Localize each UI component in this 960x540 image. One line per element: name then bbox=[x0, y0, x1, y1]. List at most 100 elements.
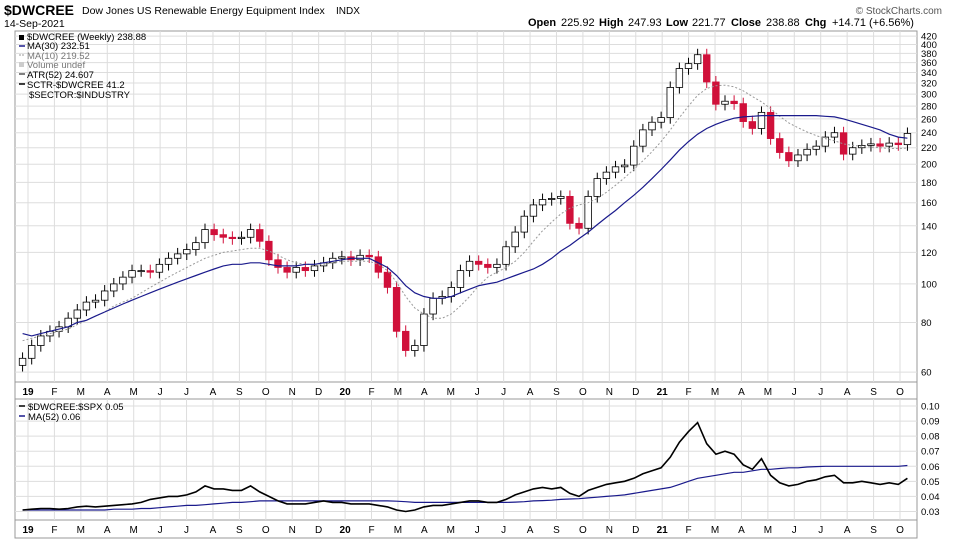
candle bbox=[465, 255, 474, 277]
candle-body bbox=[602, 171, 611, 180]
x-tick-label: A bbox=[104, 525, 111, 536]
x-tick-label: M bbox=[447, 387, 455, 398]
price-x-axis: 19 F M A M J J A S O N D 20 F M A M J J A S O N D 21 F M A M J J A S O bbox=[22, 387, 904, 398]
legend-sector: $SECTOR:$INDUSTRY bbox=[29, 90, 131, 101]
candle-body bbox=[830, 132, 839, 138]
price-legend: $DWCREE (Weekly) 238.88 MA(30) 232.51 MA… bbox=[19, 32, 146, 101]
x-tick-label: J bbox=[792, 387, 797, 398]
candle bbox=[538, 193, 547, 212]
candle-body bbox=[383, 271, 392, 288]
candle-body bbox=[164, 257, 173, 265]
x-tick-label: A bbox=[421, 387, 428, 398]
x-tick-label: 19 bbox=[22, 387, 34, 398]
candle-body bbox=[894, 142, 903, 146]
x-tick-label: F bbox=[51, 387, 57, 398]
candle-body bbox=[192, 242, 200, 250]
price-panel bbox=[14, 30, 918, 383]
ratio-tick-label: 0.10 bbox=[921, 402, 940, 413]
candle bbox=[675, 62, 684, 94]
candle-body bbox=[766, 111, 775, 139]
x-tick-label: J bbox=[501, 387, 506, 398]
chg-value: +14.71 (+6.56%) bbox=[832, 17, 914, 29]
candle bbox=[192, 236, 200, 256]
x-tick-label: N bbox=[289, 525, 296, 536]
candle bbox=[402, 325, 410, 357]
candle bbox=[73, 304, 81, 325]
candle bbox=[757, 106, 766, 135]
candle bbox=[173, 247, 182, 265]
price-tick-label: 140 bbox=[921, 221, 937, 232]
candle bbox=[739, 97, 747, 128]
x-tick-label: M bbox=[394, 387, 402, 398]
legend-ratio-ma: MA(52) 0.06 bbox=[28, 412, 80, 423]
candle-body bbox=[219, 234, 227, 238]
candle bbox=[183, 243, 191, 261]
candle-body bbox=[794, 154, 802, 162]
x-tick-label: D bbox=[315, 525, 322, 536]
legend-ma30: MA(30) 232.51 bbox=[27, 41, 90, 52]
candle-body bbox=[657, 117, 665, 123]
ratio-tick-label: 0.06 bbox=[921, 462, 940, 473]
price-tick-label: 100 bbox=[921, 279, 937, 290]
candle bbox=[812, 140, 820, 156]
x-tick-label: O bbox=[262, 525, 270, 536]
x-tick-label: O bbox=[579, 387, 587, 398]
candle-body bbox=[538, 199, 547, 206]
x-tick-label: M bbox=[130, 387, 138, 398]
candle bbox=[383, 266, 392, 294]
x-tick-label: J bbox=[501, 525, 506, 536]
ratio-x-axis: 19 F M A M J J A S O N D 20 F M A M J J A S O N D 21 F M A M J J A S O bbox=[22, 525, 904, 536]
chart-exchange: INDX bbox=[336, 6, 360, 17]
x-tick-label: O bbox=[579, 525, 587, 536]
candle-body bbox=[675, 68, 684, 88]
candle-body bbox=[712, 81, 720, 105]
x-tick-label: F bbox=[51, 525, 57, 536]
candle-body bbox=[502, 246, 510, 265]
x-tick-label: D bbox=[632, 387, 639, 398]
candle bbox=[283, 261, 291, 279]
candle bbox=[630, 140, 638, 172]
candle-body bbox=[484, 263, 492, 268]
chart-symbol: $DWCREE bbox=[4, 2, 74, 18]
candle-body bbox=[557, 195, 565, 199]
candle bbox=[356, 249, 364, 266]
x-tick-label: A bbox=[210, 387, 217, 398]
candle bbox=[611, 160, 620, 179]
open-value: 225.92 bbox=[561, 17, 595, 29]
candle bbox=[155, 258, 164, 279]
candle bbox=[237, 231, 246, 245]
candle bbox=[593, 172, 601, 203]
candle-body bbox=[27, 345, 36, 359]
candle-body bbox=[274, 259, 282, 268]
candle bbox=[666, 81, 674, 124]
x-tick-label: N bbox=[606, 387, 613, 398]
x-tick-label: A bbox=[527, 387, 534, 398]
ratio-line bbox=[22, 421, 908, 513]
candle-body bbox=[365, 254, 373, 258]
candle bbox=[91, 294, 100, 309]
candle-body bbox=[119, 276, 127, 285]
x-tick-label: A bbox=[738, 387, 745, 398]
price-tick-label: 400 bbox=[921, 40, 937, 51]
price-tick-label: 200 bbox=[921, 160, 937, 171]
candle bbox=[128, 264, 136, 284]
x-tick-label: M bbox=[130, 525, 138, 536]
candle bbox=[493, 258, 501, 274]
candle bbox=[776, 132, 784, 159]
candle-body bbox=[73, 309, 81, 319]
ohlc-summary: Open 225.92 High 247.93 Low 221.77 Close… bbox=[528, 17, 914, 29]
price-tick-label: 360 bbox=[921, 58, 937, 69]
candle-body bbox=[456, 270, 465, 288]
candle-body bbox=[693, 54, 702, 65]
x-tick-label: A bbox=[844, 525, 851, 536]
candle bbox=[274, 253, 282, 274]
candle-body bbox=[310, 265, 319, 272]
candle bbox=[365, 249, 373, 263]
candle-body bbox=[739, 103, 747, 122]
x-tick-label: M bbox=[447, 525, 455, 536]
x-tick-label: N bbox=[606, 525, 613, 536]
candle-body bbox=[283, 267, 291, 273]
ratio-panel bbox=[14, 398, 918, 521]
high-value: 247.93 bbox=[628, 17, 662, 29]
